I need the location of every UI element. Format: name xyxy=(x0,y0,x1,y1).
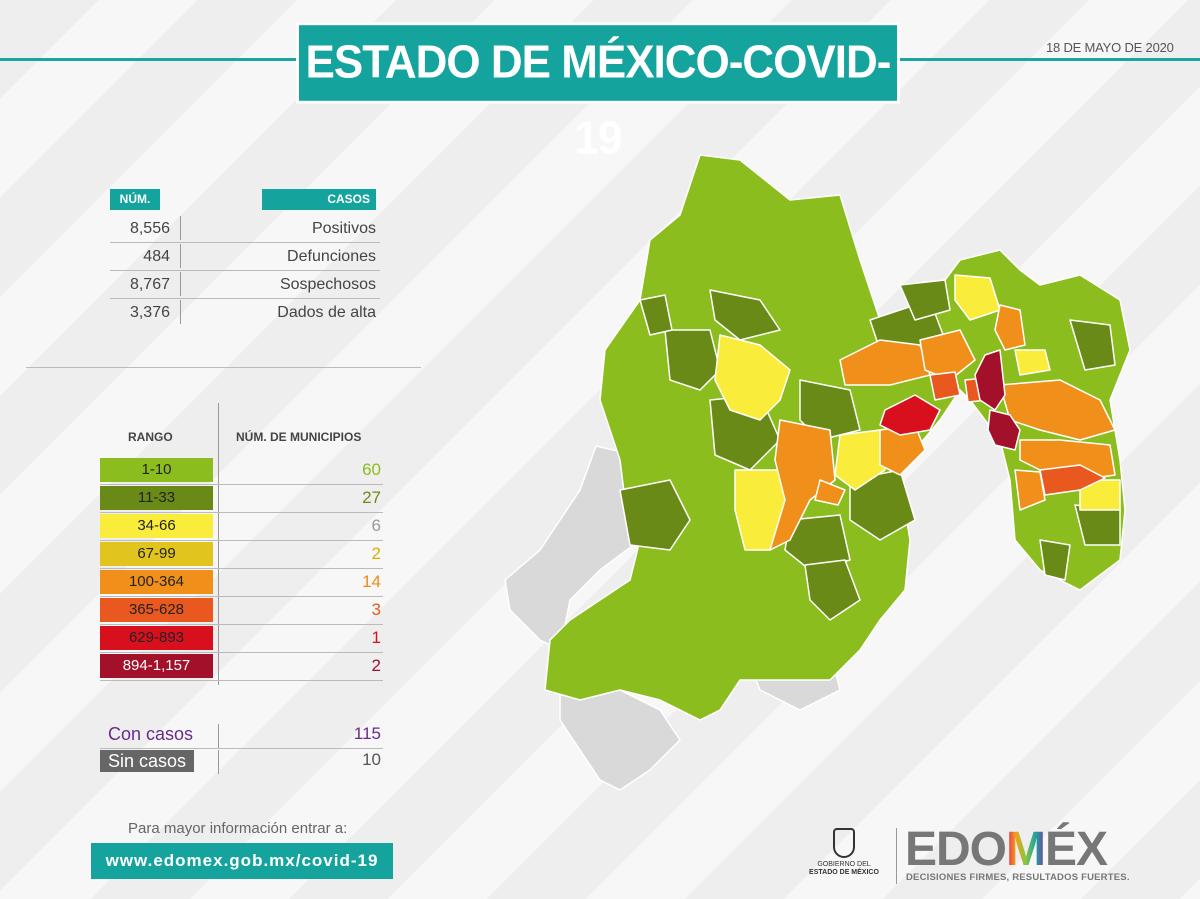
municipality-34-66 xyxy=(1014,349,1051,376)
summary-row-con-casos: Con casos 115 xyxy=(100,722,383,749)
summary-value: 10 xyxy=(362,750,381,769)
legend-swatch: 365-628 xyxy=(100,598,213,622)
municipality-100-364 xyxy=(814,479,846,506)
legend-count: 14 xyxy=(362,572,381,591)
municipality-11-33 xyxy=(1039,539,1071,581)
municipality-34-66 xyxy=(714,334,791,421)
municipality-629-893 xyxy=(879,394,941,436)
cases-row: 8,556 Positivos xyxy=(110,214,380,243)
crest-icon xyxy=(833,828,855,858)
divider xyxy=(26,367,421,368)
municipality-894-1157 xyxy=(974,349,1006,411)
municipality-894-1157 xyxy=(987,409,1021,451)
logo-m: M xyxy=(1006,823,1046,876)
legend-count: 2 xyxy=(371,656,381,675)
municipality-11-33 xyxy=(664,329,721,391)
gov-label-1: GOBIERNO DEL xyxy=(817,861,871,868)
cases-col-cases-header: CASOS xyxy=(262,189,376,210)
cases-row-label: Defunciones xyxy=(287,248,376,265)
legend-swatch: 34-66 xyxy=(100,514,213,538)
cases-row-num: 3,376 xyxy=(129,304,170,321)
summary-value: 115 xyxy=(353,724,381,743)
municipality-11-33 xyxy=(1069,319,1116,371)
legend-count: 6 xyxy=(371,516,381,535)
municipality-100-364 xyxy=(769,419,836,551)
legend-row: 100-364 14 xyxy=(100,568,383,597)
legend-row: 34-66 6 xyxy=(100,512,383,541)
municipality-11-33 xyxy=(709,289,781,341)
cases-row: 484 Defunciones xyxy=(110,242,380,271)
legend-swatch: 1-10 xyxy=(100,458,213,482)
municipality-365-628 xyxy=(929,371,961,401)
tagline: DECISIONES FIRMES, RESULTADOS FUERTES. xyxy=(906,872,1130,883)
edomex-logo: EDOMÉX xyxy=(905,823,1108,876)
municipality-11-33 xyxy=(619,479,691,551)
legend-count: 1 xyxy=(371,628,381,647)
municipality-11-33 xyxy=(804,559,861,621)
municipality-11-33 xyxy=(639,294,673,336)
legend-count: 60 xyxy=(362,460,381,479)
report-date: 18 DE MAYO DE 2020 xyxy=(1046,40,1174,55)
municipality-100-364 xyxy=(994,304,1026,351)
legend-row: 11-33 27 xyxy=(100,484,383,513)
legend-swatch: 67-99 xyxy=(100,542,213,566)
cases-row-label: Dados de alta xyxy=(277,304,376,321)
municipality-34-66 xyxy=(954,274,1001,321)
gray-region xyxy=(559,689,681,791)
legend-swatch: 629-893 xyxy=(100,626,213,650)
info-text: Para mayor información entrar a: xyxy=(128,820,348,837)
cases-row-num: 8,767 xyxy=(129,276,170,293)
legend-divider xyxy=(218,403,219,685)
legend-count-header: NÚM. DE MUNICIPIOS xyxy=(236,430,362,444)
gov-logo: GOBIERNO DEL ESTADO DE MÉXICO xyxy=(800,828,897,884)
logo-prefix: EDO xyxy=(905,823,1007,876)
cases-row-label: Positivos xyxy=(311,220,376,237)
page-title: ESTADO DE MÉXICO-COVID-19 xyxy=(296,22,900,164)
legend-row: 1-10 60 xyxy=(100,456,383,485)
legend-count: 2 xyxy=(371,544,381,563)
municipality-34-66 xyxy=(834,429,886,491)
state-outline xyxy=(544,154,1131,721)
legend-count: 3 xyxy=(371,600,381,619)
municipality-100-364 xyxy=(1014,469,1046,511)
legend-row: 365-628 3 xyxy=(100,596,383,625)
logo-suffix: ÉX xyxy=(1045,823,1108,876)
legend-row: 67-99 2 xyxy=(100,540,383,569)
cases-row-num: 484 xyxy=(143,248,170,265)
summary-label: Con casos xyxy=(108,724,194,744)
municipality-365-628 xyxy=(1039,464,1106,496)
legend-swatch: 100-364 xyxy=(100,570,213,594)
summary-row-sin-casos: Sin casos 10 xyxy=(100,748,383,774)
covid-url-link[interactable]: www.edomex.gob.mx/covid-19 xyxy=(91,843,393,879)
cases-col-num-header: NÚM. xyxy=(110,189,160,210)
summary-label: Sin casos xyxy=(100,750,195,772)
municipality-34-66 xyxy=(1079,479,1121,511)
legend-row: 894-1,157 2 xyxy=(100,652,383,681)
municipality-100-364 xyxy=(919,329,976,381)
legend-row: 629-893 1 xyxy=(100,624,383,653)
legend-count: 27 xyxy=(362,488,381,507)
cases-row: 8,767 Sospechosos xyxy=(110,270,380,299)
legend-range-header: RANGO xyxy=(128,430,173,444)
legend-swatch: 11-33 xyxy=(100,486,213,510)
gov-label-2: ESTADO DE MÉXICO xyxy=(809,869,879,876)
legend-swatch: 894-1,157 xyxy=(100,654,213,678)
cases-row: 3,376 Dados de alta xyxy=(110,298,380,326)
cases-row-num: 8,556 xyxy=(129,220,170,237)
cases-row-label: Sospechosos xyxy=(279,276,376,293)
municipality-11-33 xyxy=(899,279,951,321)
